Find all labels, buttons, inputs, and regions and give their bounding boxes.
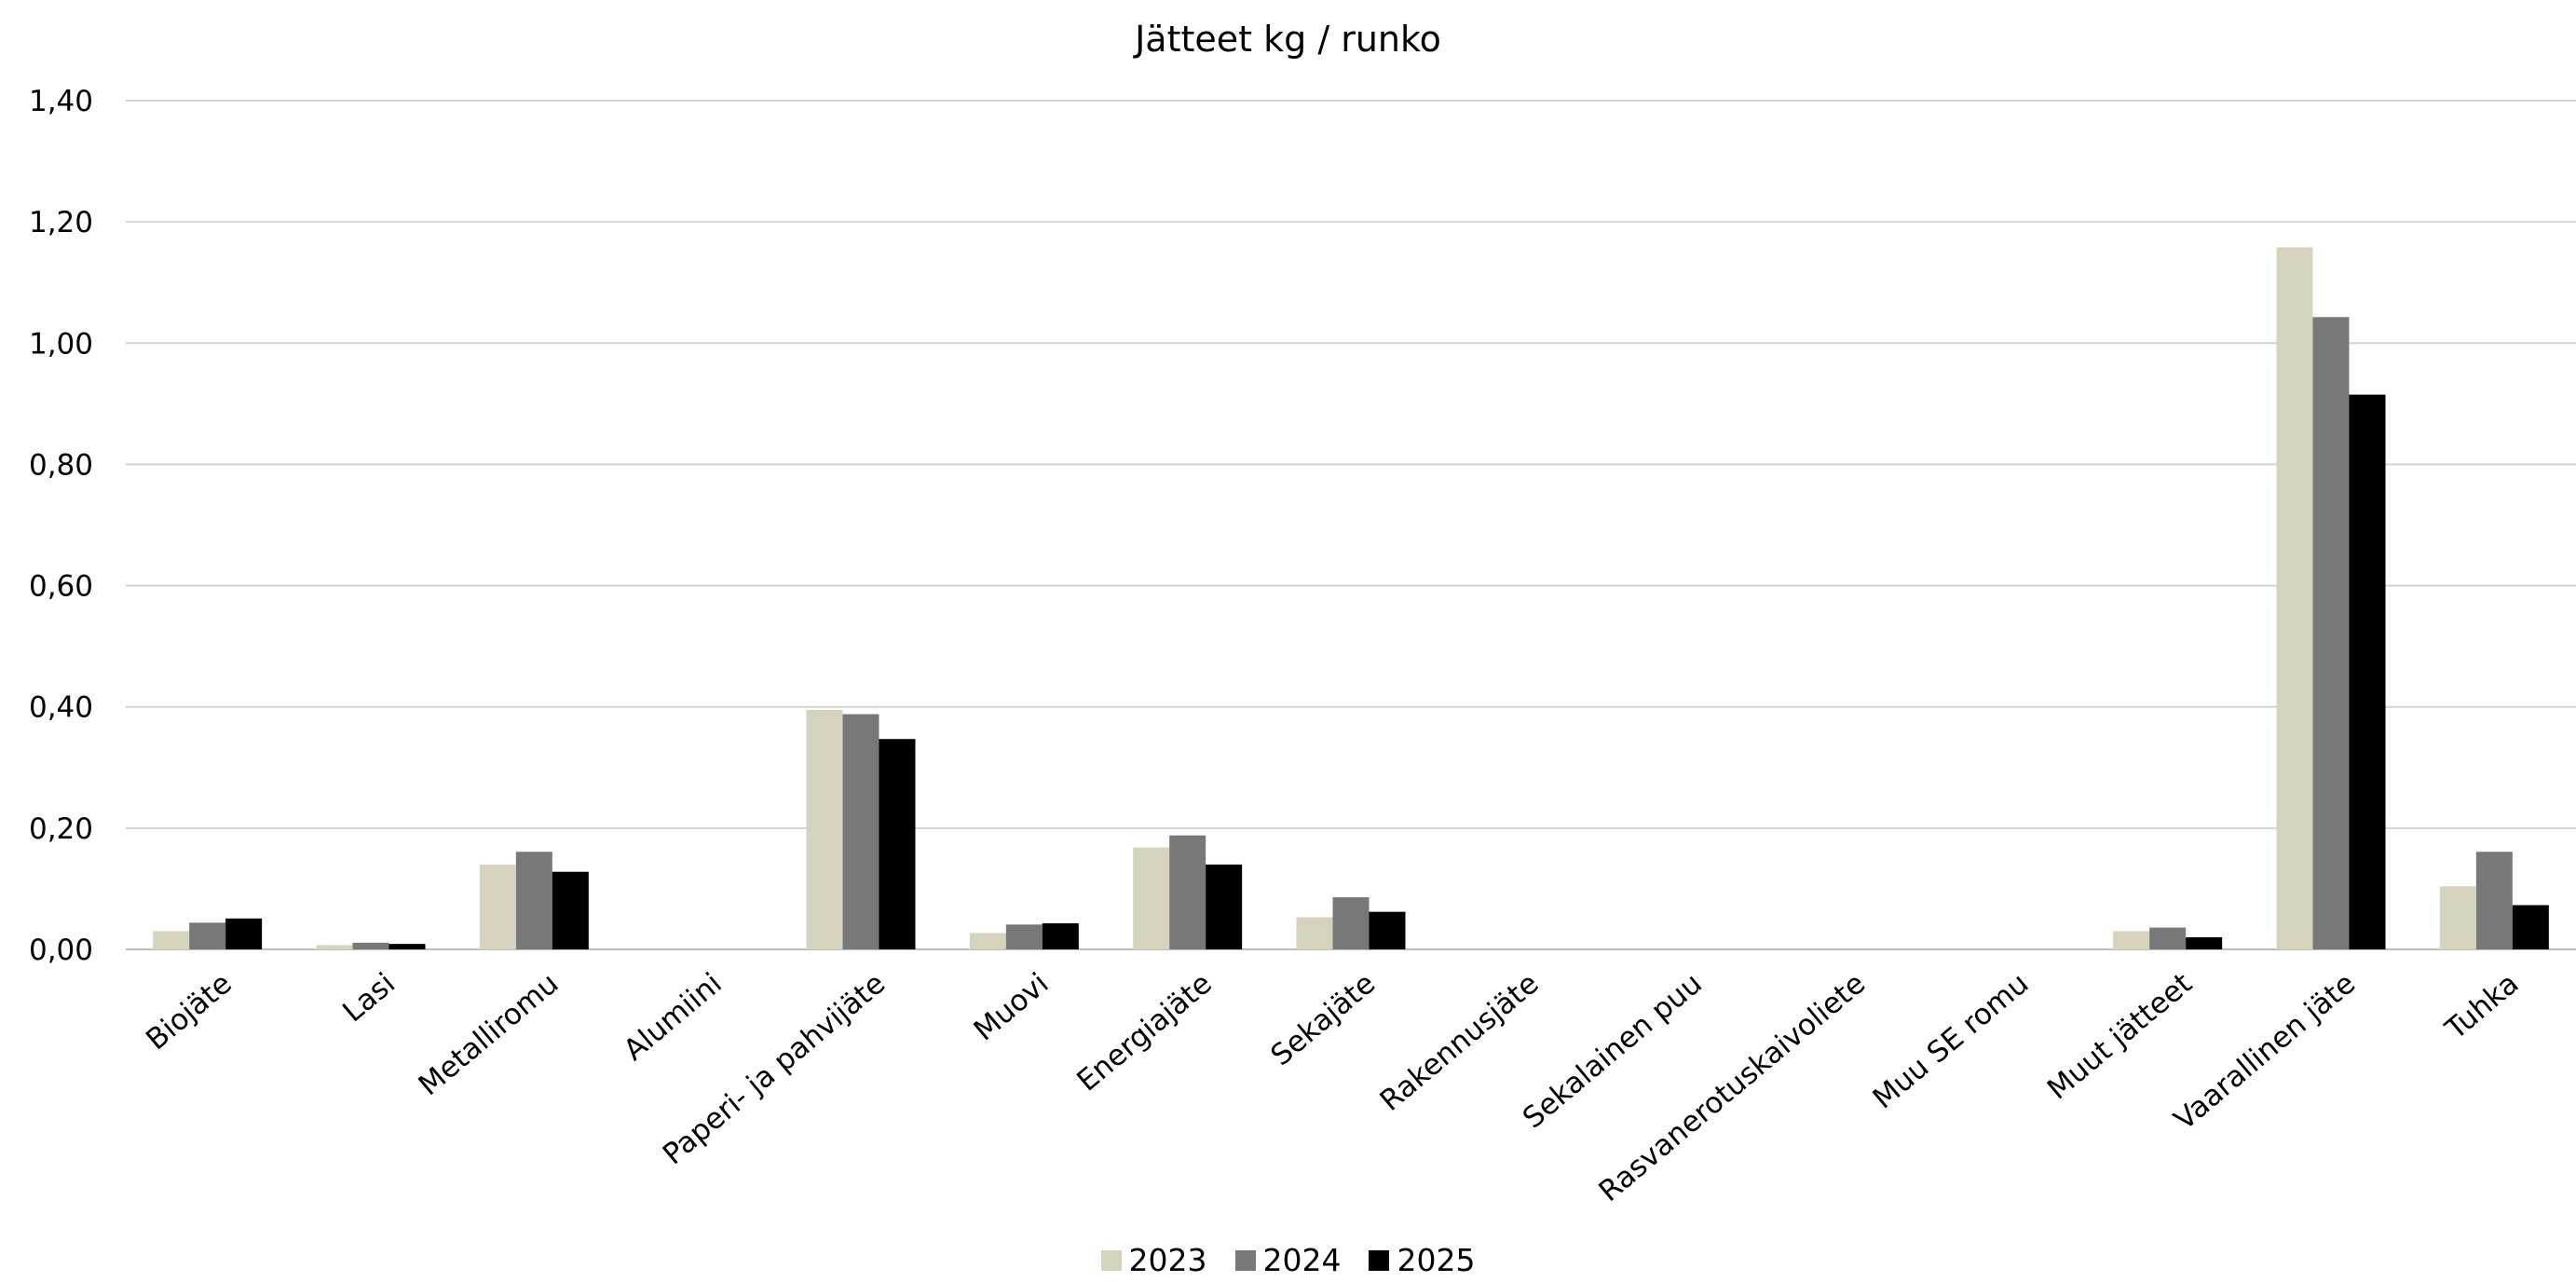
y-tick-label: 0,60	[29, 570, 93, 604]
x-tick-label: Biojäte	[140, 967, 239, 1057]
legend-swatch	[1234, 1249, 1256, 1271]
bar-2023	[1296, 917, 1333, 949]
x-tick-label: Tuhka	[2439, 967, 2526, 1047]
bar-2025	[1369, 911, 1406, 949]
bar-2025	[2349, 394, 2386, 949]
x-tick-label: Alumiini	[618, 967, 729, 1068]
bar-2024	[2475, 852, 2513, 949]
x-tick-label: Rakennusjäte	[1374, 967, 1546, 1118]
bar-2024	[352, 942, 389, 949]
x-tick-label: Energiajäte	[1070, 967, 1218, 1098]
legend-item: 2025	[1369, 1242, 1475, 1278]
legend-label: 2023	[1128, 1242, 1207, 1278]
bar-2025	[2186, 936, 2223, 949]
bar-2024	[1332, 897, 1370, 949]
bar-2025	[388, 944, 426, 949]
legend-swatch	[1100, 1249, 1122, 1271]
bar-2024	[515, 852, 552, 949]
x-tick-label: Lasi	[336, 967, 402, 1030]
bar-2024	[2149, 927, 2187, 949]
bar-2023	[479, 864, 516, 949]
bar-2024	[1169, 835, 1206, 949]
legend-label: 2025	[1397, 1242, 1476, 1278]
x-tick-label: Sekajäte	[1264, 967, 1382, 1073]
legend: 2023 2024 2025	[0, 1242, 2576, 1278]
y-tick-label: 1,00	[29, 327, 93, 361]
x-tick-label: Muut jätteet	[2041, 967, 2199, 1107]
x-tick-label: Rasvanerotuskaivoliete	[1593, 967, 1873, 1209]
x-tick-label: Metalliromu	[413, 967, 566, 1103]
bar-2023	[806, 709, 843, 949]
bar-2023	[316, 945, 353, 949]
legend-item: 2023	[1100, 1242, 1207, 1278]
bar-2024	[1005, 924, 1043, 949]
bar-2025	[1206, 864, 1243, 949]
bars	[153, 247, 2549, 949]
x-tick-label: Muovi	[968, 967, 1056, 1048]
gridlines	[126, 100, 2576, 950]
y-tick-label: 1,20	[29, 206, 93, 239]
bar-2023	[153, 931, 190, 949]
bar-2025	[1042, 923, 1079, 949]
y-tick-label: 0,80	[29, 448, 93, 482]
y-tick-label: 0,20	[29, 812, 93, 846]
bar-2025	[879, 739, 916, 949]
bar-2023	[2276, 247, 2313, 949]
y-tick-label: 1,40	[29, 85, 93, 118]
x-tick-label: Muu SE romu	[1867, 967, 2036, 1116]
bar-2023	[2113, 931, 2150, 949]
bar-2025	[2512, 905, 2549, 949]
bar-2025	[225, 918, 263, 949]
y-tick-label: 0,00	[29, 934, 93, 967]
bar-2024	[2312, 317, 2350, 949]
legend-swatch	[1369, 1249, 1390, 1271]
bar-2024	[842, 714, 879, 949]
legend-label: 2024	[1262, 1242, 1342, 1278]
legend-item: 2024	[1234, 1242, 1342, 1278]
bar-2024	[189, 922, 226, 949]
y-axis-ticks: 0,00 0,20 0,40 0,60 0,80 1,00 1,20 1,40	[29, 85, 93, 967]
y-tick-label: 0,40	[29, 691, 93, 725]
bar-2023	[969, 933, 1006, 949]
chart-title: Jätteet kg / runko	[1135, 19, 1441, 60]
bar-2023	[2439, 886, 2476, 949]
bar-2025	[552, 871, 589, 949]
bar-2023	[1133, 847, 1170, 949]
